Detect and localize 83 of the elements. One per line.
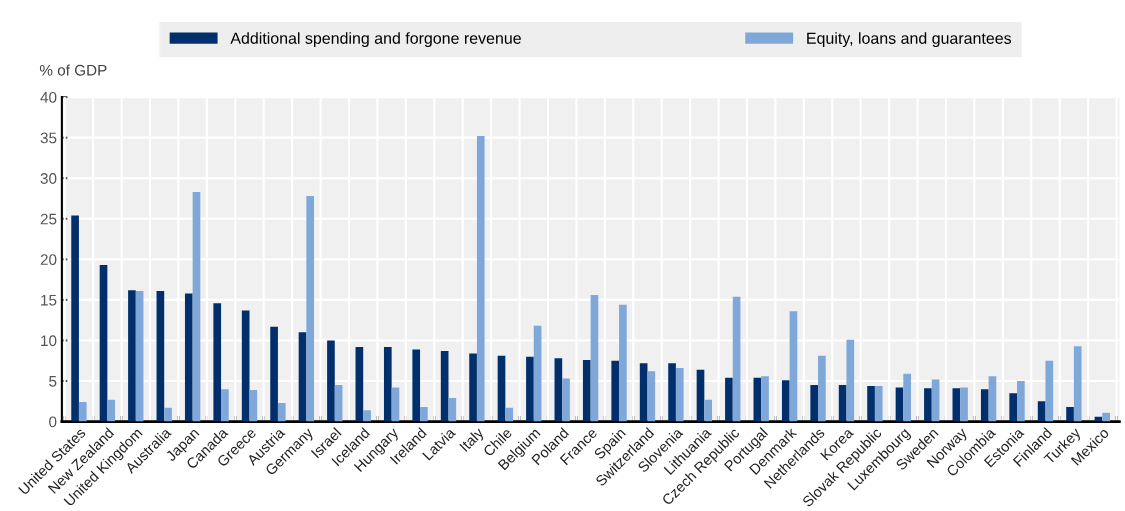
y-tick-label: 10 [41, 335, 57, 347]
bar [668, 363, 676, 422]
bar [611, 360, 620, 422]
bar [818, 355, 826, 422]
bar [355, 346, 364, 422]
y-tick-label: 35 [40, 132, 57, 144]
bar [334, 385, 343, 422]
bar [526, 356, 534, 422]
bar [1017, 381, 1025, 422]
bar [582, 359, 591, 422]
bar [931, 379, 940, 422]
bar [725, 377, 733, 422]
bar [874, 385, 883, 422]
bar [192, 192, 201, 422]
bar [213, 303, 222, 422]
bar [128, 290, 136, 422]
y-tick-label: 15 [41, 294, 57, 306]
bar [867, 385, 875, 422]
bar [107, 399, 116, 422]
bar [99, 265, 108, 422]
bar [184, 293, 193, 422]
bar [924, 388, 932, 422]
y-axis-title: % of GDP [39, 64, 107, 76]
bar [696, 369, 705, 422]
bar [383, 346, 392, 422]
bar [789, 311, 798, 422]
bar [590, 295, 599, 422]
bar [761, 376, 769, 422]
bar [469, 353, 477, 422]
bar [533, 325, 542, 422]
bar [838, 385, 847, 422]
bar [1073, 346, 1082, 422]
bar [221, 389, 229, 422]
bar [562, 378, 570, 422]
bar [1009, 393, 1018, 422]
bar [988, 376, 997, 422]
bar [732, 296, 741, 422]
bar [78, 402, 87, 422]
bar [327, 340, 335, 422]
bar [440, 351, 449, 422]
bar [704, 399, 713, 422]
y-tick-label: 0 [49, 416, 57, 428]
y-tick-label: 30 [40, 173, 57, 184]
bar [270, 326, 278, 422]
bar [363, 410, 371, 422]
y-tick-label: 25 [40, 213, 57, 225]
bar [619, 304, 627, 422]
bar [810, 385, 819, 422]
bar [448, 398, 457, 422]
bar [156, 290, 165, 422]
legend-label: Equity, loans and guarantees [807, 32, 1012, 48]
bar [298, 332, 307, 422]
legend-label: Additional spending and forgone revenue [230, 32, 521, 48]
bar [412, 349, 421, 422]
bar [952, 388, 961, 422]
bar [241, 310, 250, 422]
y-tick-label: 40 [40, 91, 57, 103]
bar [554, 358, 563, 422]
bar [1045, 360, 1054, 422]
bar [903, 373, 911, 422]
bar [1066, 406, 1074, 422]
bar [135, 290, 144, 422]
bar [753, 377, 762, 422]
bar [306, 196, 315, 422]
bar [1102, 412, 1110, 422]
bar [639, 363, 648, 422]
bar [164, 407, 172, 422]
bar [647, 371, 656, 422]
bar [675, 368, 684, 422]
bar [420, 406, 428, 422]
bar [1037, 401, 1046, 422]
bar [277, 402, 286, 422]
bar [846, 339, 855, 422]
bar [980, 389, 989, 422]
bar [249, 389, 258, 422]
y-tick-label: 5 [49, 376, 57, 387]
bar [476, 136, 485, 422]
y-tick-label: 20 [40, 254, 57, 266]
bar [781, 380, 790, 422]
bar [960, 387, 968, 422]
bar [497, 355, 506, 422]
bar [71, 215, 79, 422]
bar [505, 407, 514, 422]
